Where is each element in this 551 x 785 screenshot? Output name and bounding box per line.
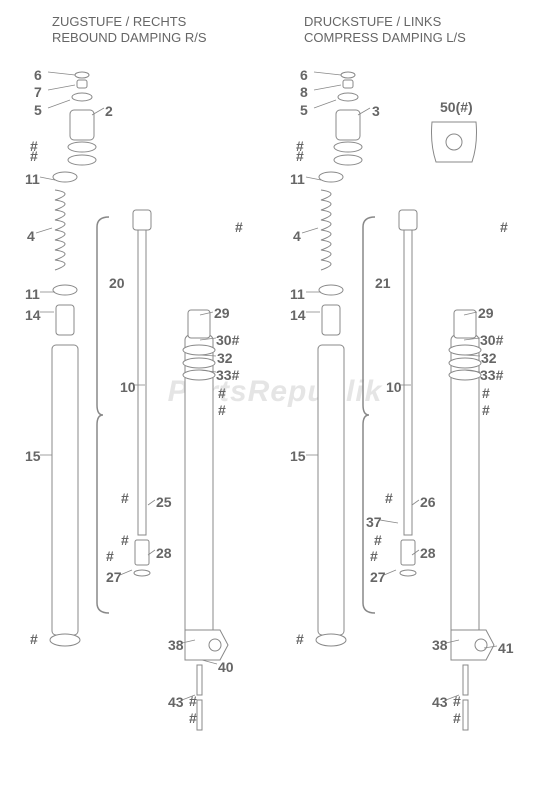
hash-mark: #	[121, 532, 129, 548]
callout-43: 43	[432, 694, 448, 710]
callout-20: 20	[109, 275, 125, 291]
callout-6: 6	[300, 67, 308, 83]
callout-15: 15	[25, 448, 41, 464]
hash-mark: #	[121, 490, 129, 506]
hash-mark: #	[106, 548, 114, 564]
callout-4: 4	[27, 228, 35, 244]
callout-29: 29	[478, 305, 494, 321]
callout-32: 32	[217, 350, 233, 366]
hash-mark: #	[189, 693, 197, 709]
callout-11: 11	[290, 286, 305, 302]
header-right-en: COMPRESS DAMPING L/S	[304, 30, 466, 47]
callout-6: 6	[34, 67, 42, 83]
hash-mark: #	[453, 693, 461, 709]
callout-4: 4	[293, 228, 301, 244]
callout-40: 40	[218, 659, 234, 675]
header-left-en: REBOUND DAMPING R/S	[52, 30, 207, 47]
part-50-pouch	[428, 118, 480, 166]
hash-mark: #	[482, 402, 490, 418]
callout-5: 5	[300, 102, 308, 118]
callout-29: 29	[214, 305, 230, 321]
callout-30: 30#	[216, 332, 239, 348]
hash-mark: #	[374, 532, 382, 548]
callout-15: 15	[290, 448, 306, 464]
hash-mark: #	[30, 148, 38, 164]
hash-mark: #	[218, 385, 226, 401]
callout-3: 3	[372, 103, 380, 119]
callout-2: 2	[105, 103, 113, 119]
callout-32: 32	[481, 350, 497, 366]
callout-28: 28	[156, 545, 172, 561]
callout-25: 25	[156, 494, 172, 510]
callout-11: 11	[25, 286, 40, 302]
callout-27: 27	[106, 569, 122, 585]
callout-33: 33#	[216, 367, 239, 383]
header-left-de: ZUGSTUFE / RECHTS	[52, 14, 186, 31]
hash-mark: #	[370, 548, 378, 564]
callout-37: 37	[366, 514, 382, 530]
callout-11: 11	[290, 171, 305, 187]
callout-41: 41	[498, 640, 514, 656]
hash-mark: #	[189, 710, 197, 726]
callout-7: 7	[34, 84, 42, 100]
hash-mark: #	[482, 385, 490, 401]
hash-mark: #	[30, 631, 38, 647]
hash-mark: #	[385, 490, 393, 506]
callout-26: 26	[420, 494, 436, 510]
callout-50: 50(#)	[440, 99, 473, 115]
right-fork-assembly	[286, 55, 526, 735]
hash-mark: #	[218, 402, 226, 418]
header-right-de: DRUCKSTUFE / LINKS	[304, 14, 441, 31]
callout-11: 11	[25, 171, 40, 187]
hash-mark: #	[235, 219, 243, 235]
callout-27: 27	[370, 569, 386, 585]
callout-33: 33#	[480, 367, 503, 383]
callout-28: 28	[420, 545, 436, 561]
hash-mark: #	[453, 710, 461, 726]
callout-14: 14	[25, 307, 41, 323]
callout-5: 5	[34, 102, 42, 118]
hash-mark: #	[296, 148, 304, 164]
callout-38: 38	[432, 637, 448, 653]
callout-10: 10	[386, 379, 402, 395]
hash-mark: #	[296, 631, 304, 647]
callout-14: 14	[290, 307, 306, 323]
callout-8: 8	[300, 84, 308, 100]
callout-43: 43	[168, 694, 184, 710]
callout-30: 30#	[480, 332, 503, 348]
callout-10: 10	[120, 379, 136, 395]
callout-21: 21	[375, 275, 391, 291]
callout-38: 38	[168, 637, 184, 653]
hash-mark: #	[500, 219, 508, 235]
